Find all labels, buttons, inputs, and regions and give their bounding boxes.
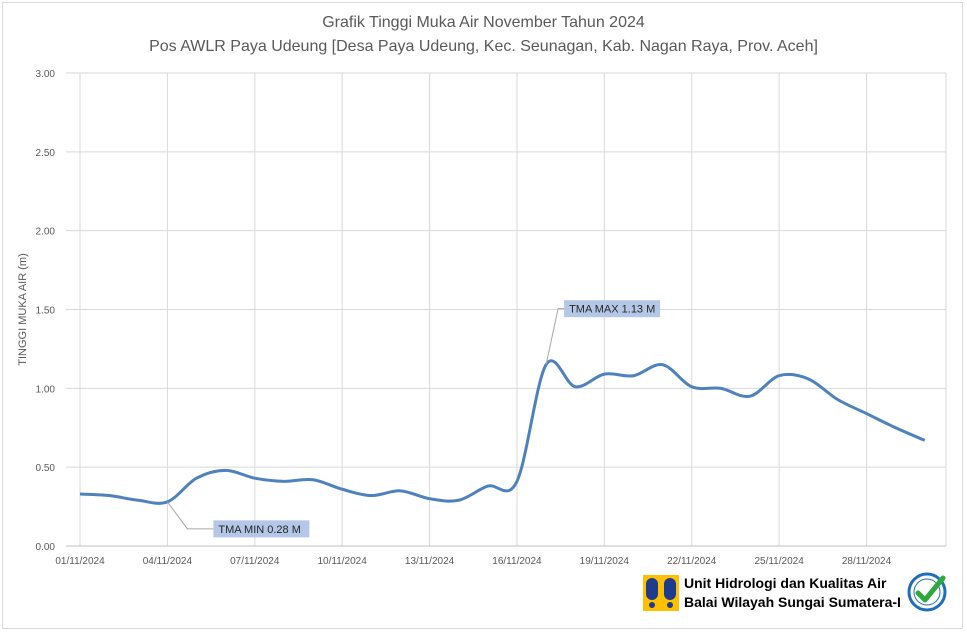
y-tick-label: 2.50: [36, 148, 56, 159]
x-tick-label: 04/11/2024: [143, 556, 193, 567]
footer-unit-name: Unit Hidrologi dan Kualitas Air: [684, 575, 887, 591]
x-tick-label: 19/11/2024: [580, 556, 630, 567]
annotation-leader: [166, 501, 214, 530]
y-tick-label: 1.00: [36, 384, 56, 395]
y-tick-label: 2.00: [36, 227, 56, 238]
pu-logo-icon: [643, 575, 679, 611]
chart-subtitle: Pos AWLR Paya Udeung [Desa Paya Udeung, …: [149, 38, 818, 55]
x-tick-label: 07/11/2024: [230, 556, 280, 567]
x-tick-label: 22/11/2024: [667, 556, 717, 567]
chart-title: Grafik Tinggi Muka Air November Tahun 20…: [322, 14, 645, 31]
y-axis-label: TINGGI MUKA AIR (m): [17, 253, 29, 365]
y-tick-label: 1.50: [36, 306, 56, 317]
certified-badge-icon: [907, 572, 947, 612]
x-tick-label: 13/11/2024: [405, 556, 455, 567]
annotation-box: [213, 520, 310, 538]
x-tick-label: 16/11/2024: [492, 556, 542, 567]
annotation-box: [564, 300, 661, 318]
y-tick-label: 3.00: [36, 69, 56, 80]
y-tick-label: 0.00: [36, 542, 56, 553]
annotation-label: TMA MIN 0.28 M: [218, 524, 301, 536]
x-tick-label: 01/11/2024: [55, 556, 105, 567]
annotation-leader: [545, 308, 565, 365]
series-line: [79, 359, 926, 505]
footer-office-name: Balai Wilayah Sungai Sumatera-I: [684, 594, 901, 610]
x-tick-label: 25/11/2024: [754, 556, 804, 567]
x-tick-label: 10/11/2024: [318, 556, 368, 567]
y-tick-label: 0.50: [36, 463, 56, 474]
x-tick-label: 28/11/2024: [842, 556, 892, 567]
annotation-label: TMA MAX 1.13 M: [569, 304, 655, 316]
